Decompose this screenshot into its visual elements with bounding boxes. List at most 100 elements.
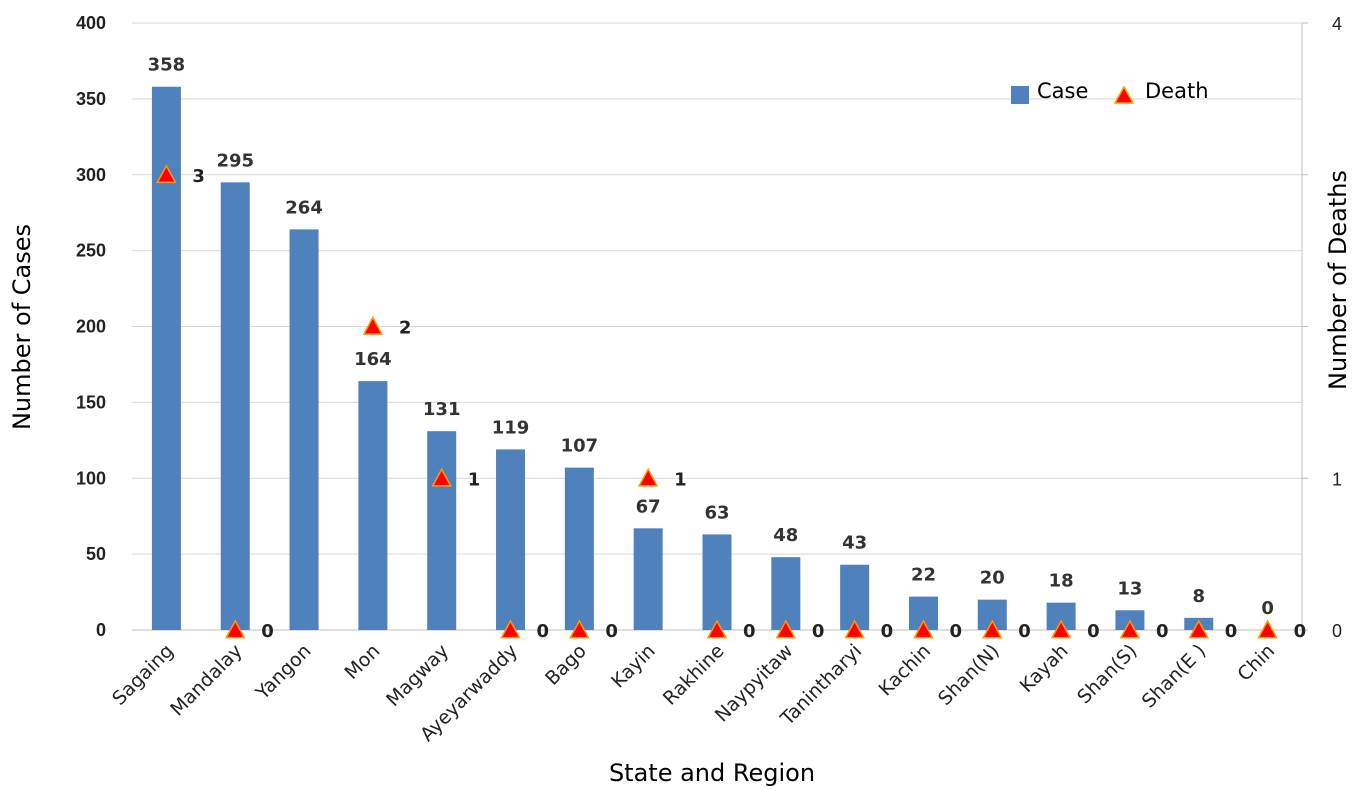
x-tick-label: Kachin [874,640,935,701]
bar-value-label: 20 [980,568,1005,589]
y2-axis-title: Number of Deaths [1324,170,1352,390]
bar [564,467,594,630]
legend: Case Death [1011,79,1209,104]
y2-tick-label: 4 [1332,14,1342,34]
bar-value-label: 0 [1261,598,1274,619]
bar [358,381,388,630]
death-marker [156,164,177,184]
bar-value-label: 63 [704,502,729,523]
bar-value-label: 22 [911,565,936,586]
bar-value-label: 131 [423,399,461,420]
x-tick-label: Rakhine [659,640,729,710]
death-value-label: 2 [399,318,412,339]
y2-tick-label: 0 [1332,621,1342,641]
death-markers [156,164,1278,639]
death-value-label: 1 [674,469,687,490]
death-marker [706,619,728,639]
bar-value-label: 8 [1192,586,1205,607]
bar [771,557,801,630]
bar [427,431,457,630]
death-value-label: 1 [468,469,481,490]
y-tick-label: 250 [76,241,106,261]
death-marker [431,467,452,487]
x-tick-label: Shan(S) [1073,640,1141,708]
death-marker [1050,619,1072,639]
x-axis-title: State and Region [609,759,815,787]
death-marker [569,619,590,639]
death-marker [637,467,659,487]
y2-axis-ticks: 0 1 4 [1302,14,1342,641]
death-value-label: 0 [605,621,618,642]
death-marker [224,619,246,639]
death-value-label: 3 [192,166,205,187]
y-tick-label: 200 [76,317,106,337]
death-value-label: 0 [1156,621,1169,642]
death-marker [844,619,865,639]
x-tick-label: Mandalay [166,640,247,721]
y-tick-label: 400 [76,13,106,33]
death-marker [362,315,384,335]
x-tick-label: Shan(E ) [1138,640,1211,713]
bar [496,449,526,630]
bar-value-label: 119 [492,417,530,438]
death-value-label: 0 [1087,621,1100,642]
bar-value-label: 164 [354,349,392,370]
death-value-label: 0 [537,621,550,642]
bar [633,528,663,630]
bar [289,229,319,630]
y2-tick-label: 1 [1332,469,1342,489]
bar [840,564,870,630]
death-marker [1188,619,1210,639]
x-tick-label: Kayin [607,640,660,693]
death-value-label: 0 [743,621,756,642]
y-tick-label: 100 [76,468,106,488]
x-tick-label: Kayah [1016,640,1073,697]
bars [151,86,1214,631]
death-value-label: 0 [1294,621,1307,642]
y-tick-label: 150 [76,392,106,412]
death-marker [500,619,521,639]
death-marker [1257,619,1278,639]
bar-value-label: 67 [636,496,661,517]
legend-case-label: Case [1037,79,1088,103]
death-marker [913,619,934,639]
death-value-label: 0 [1018,621,1031,642]
x-tick-label: Chin [1233,640,1279,686]
death-marker [1119,619,1141,639]
y-tick-label: 50 [86,544,106,564]
death-value-label: 0 [949,621,962,642]
bar [220,182,250,630]
death-marker [982,619,1003,639]
x-tick-label: Mon [341,640,385,684]
y-tick-label: 0 [96,620,106,640]
bar-value-label: 18 [1049,571,1074,592]
death-value-label: 0 [261,621,274,642]
death-marker [775,619,797,639]
legend-death-marker [1113,85,1135,104]
legend-case-swatch [1011,86,1029,104]
death-value-label: 0 [1225,621,1238,642]
y-axis-title: Number of Cases [8,224,36,430]
x-tick-label: Shan(N) [934,640,1004,710]
bar-value-label: 295 [216,150,254,171]
y-axis-ticks: 0 50 100 150 200 250 300 350 400 [76,13,106,640]
bar-value-label: 358 [148,55,186,76]
legend-death-label: Death [1145,79,1209,103]
bar-value-label: 264 [285,197,323,218]
x-tick-label: Magway [382,640,453,711]
bar-value-label: 43 [842,533,867,554]
x-tick-label: Yangon [251,640,316,705]
death-value-label: 0 [881,621,894,642]
bar-value-label: 107 [561,436,599,457]
bar-value-label: 13 [1117,578,1142,599]
bar [702,534,732,630]
x-tick-label: Sagaing [108,640,178,710]
y-tick-label: 350 [76,89,106,109]
y-tick-label: 300 [76,165,106,185]
death-value-label: 0 [812,621,825,642]
x-tick-label: Bago [541,640,591,690]
